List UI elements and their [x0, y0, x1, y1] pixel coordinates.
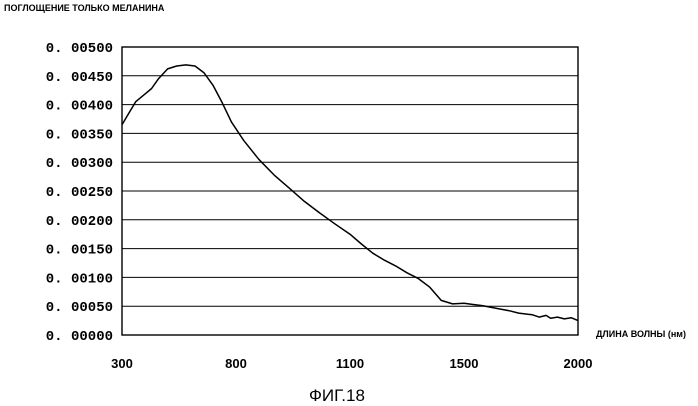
- y-tick-label: 0. 00300: [46, 156, 113, 172]
- y-tick-label: 0. 00050: [46, 300, 113, 316]
- x-axis-label: ДЛИНА ВОЛНЫ (нм): [596, 329, 686, 339]
- x-tick-label: 2000: [564, 356, 593, 371]
- chart: ПОГЛОЩЕНИЕ ТОЛЬКО МЕЛАНИНА 0. 000000. 00…: [0, 0, 698, 406]
- y-tick-label: 0. 00250: [46, 185, 113, 201]
- chart-title: ПОГЛОЩЕНИЕ ТОЛЬКО МЕЛАНИНА: [4, 3, 165, 13]
- x-tick-label: 1500: [450, 356, 479, 371]
- y-tick-label: 0. 00450: [46, 70, 113, 86]
- y-tick-label: 0. 00200: [46, 214, 113, 230]
- x-tick-label: 1100: [336, 356, 364, 371]
- series-line-melanin: [122, 65, 578, 321]
- x-tick-label: 300: [111, 356, 133, 371]
- x-axis-ticks: 300 800 1100 1500 2000: [111, 356, 592, 371]
- figure-caption: ФИГ.18: [309, 386, 365, 405]
- y-tick-label: 0. 00000: [46, 329, 113, 345]
- gridlines: [122, 47, 578, 335]
- y-axis-ticks: 0. 00000 0. 00050 0. 00100 0. 00150 0. 00200…: [46, 41, 113, 345]
- x-tick-label: 800: [225, 356, 247, 371]
- y-tick-label: 0. 00500: [46, 41, 113, 57]
- y-tick-label: 0. 00150: [46, 243, 113, 259]
- y-tick-label: 0. 00350: [46, 127, 113, 143]
- y-tick-label: 0. 00400: [46, 99, 113, 115]
- y-tick-label: 0. 00100: [46, 271, 113, 287]
